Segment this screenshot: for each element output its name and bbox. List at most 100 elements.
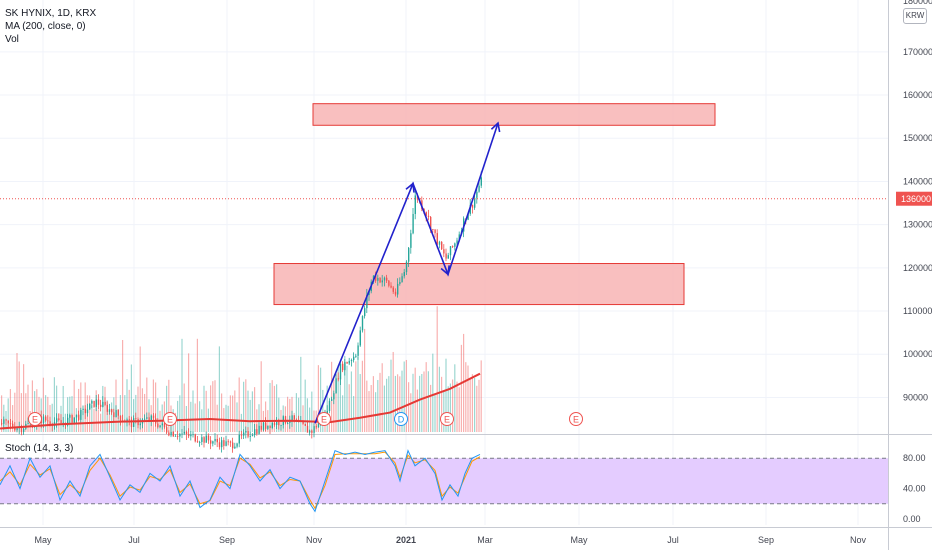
candles	[1, 171, 482, 453]
candle-body	[399, 282, 401, 284]
candle-body	[267, 425, 269, 429]
volume-bar	[207, 408, 209, 432]
price-zones[interactable]	[273, 103, 716, 306]
candle-body	[339, 363, 342, 380]
candle-body	[16, 428, 18, 431]
volume-bar	[73, 379, 75, 432]
candle-body	[443, 249, 445, 254]
volume-bar	[337, 365, 339, 432]
volume-bar	[139, 346, 141, 432]
candle-body	[188, 433, 190, 437]
volume-bar	[214, 380, 216, 432]
candle-body	[159, 425, 161, 428]
candle-body	[221, 440, 223, 448]
candle-body	[452, 246, 454, 248]
time-tick-label: Nov	[850, 535, 867, 545]
volume-bar	[51, 403, 53, 432]
event-marker: E	[569, 412, 583, 426]
candle-body	[309, 430, 311, 433]
volume-bar	[181, 338, 183, 432]
candle-body	[89, 403, 91, 410]
candle-body	[375, 275, 377, 281]
volume-bar	[333, 379, 335, 432]
volume-bar	[370, 385, 372, 432]
volume-bar	[357, 356, 359, 432]
candle-body	[315, 426, 317, 428]
candle-body	[232, 442, 234, 449]
volume-bar	[300, 356, 302, 432]
volume-bar	[438, 366, 440, 432]
candle-body	[403, 272, 405, 277]
price-top-clip: 180000	[903, 0, 932, 6]
candle-body	[379, 277, 381, 283]
candle-body	[69, 414, 71, 418]
volume-bar	[192, 390, 194, 432]
volume-bar	[16, 353, 18, 432]
time-tick-label: Jul	[667, 535, 679, 545]
candle-body	[293, 415, 295, 420]
candle-body	[291, 415, 293, 422]
volume-bar	[452, 379, 454, 432]
candle-body	[174, 435, 177, 437]
arrow-head	[405, 182, 415, 193]
volume-bar	[179, 395, 181, 432]
candle-body	[56, 418, 58, 423]
volume-bar	[344, 355, 346, 432]
candle-body	[75, 414, 78, 418]
volume-bar	[399, 376, 401, 432]
volume-bar	[152, 379, 154, 432]
candle-body	[328, 400, 331, 411]
candle-body	[260, 425, 262, 430]
volume-bar	[366, 380, 368, 432]
candle-body	[1, 423, 3, 425]
candle-body	[430, 216, 432, 230]
candle-body	[60, 420, 62, 424]
volume-bar	[476, 385, 478, 432]
candle-body	[205, 435, 207, 443]
candle-body	[456, 240, 458, 244]
candle-body	[203, 437, 205, 443]
volume-bar	[27, 384, 29, 432]
candle-body	[5, 419, 7, 421]
time-tick-label: Jul	[128, 535, 140, 545]
event-marker: E	[28, 412, 42, 426]
candle-body	[359, 330, 361, 346]
price-zone-1	[312, 103, 716, 126]
event-marker-circle	[163, 412, 177, 426]
volume-bar	[177, 400, 179, 432]
currency-button[interactable]: KRW	[903, 8, 927, 24]
volume-bar	[364, 328, 366, 432]
candle-body	[276, 420, 278, 425]
volume-bar	[458, 387, 460, 432]
candle-body	[302, 421, 304, 424]
volume-bar	[269, 382, 271, 432]
volume-bar	[480, 360, 482, 432]
candle-body	[414, 195, 416, 214]
volume-bar	[247, 390, 249, 432]
volume-bar	[460, 344, 462, 432]
volume-bar	[388, 376, 390, 432]
candle-body	[445, 253, 447, 259]
volume-bar	[130, 364, 132, 432]
candle-body	[194, 434, 196, 442]
candle-body	[139, 423, 141, 426]
volume-bar	[201, 409, 203, 432]
candle-body	[467, 213, 469, 220]
legend-stoch: Stoch (14, 3, 3)	[5, 443, 74, 454]
candle-body	[102, 401, 104, 407]
candle-body	[130, 419, 133, 427]
time-tick-label: May	[34, 535, 52, 545]
candle-body	[146, 417, 148, 419]
candle-body	[179, 433, 181, 437]
volume-bar	[447, 386, 449, 432]
candle-body	[287, 423, 289, 424]
volume-bar	[243, 381, 245, 432]
volume-bar	[434, 393, 436, 432]
volume-bar	[449, 383, 451, 432]
candle-body	[45, 416, 47, 421]
candle-body	[9, 423, 12, 425]
candle-body	[333, 393, 335, 400]
candle-body	[14, 427, 16, 431]
drawing-arrow[interactable]	[314, 121, 501, 424]
